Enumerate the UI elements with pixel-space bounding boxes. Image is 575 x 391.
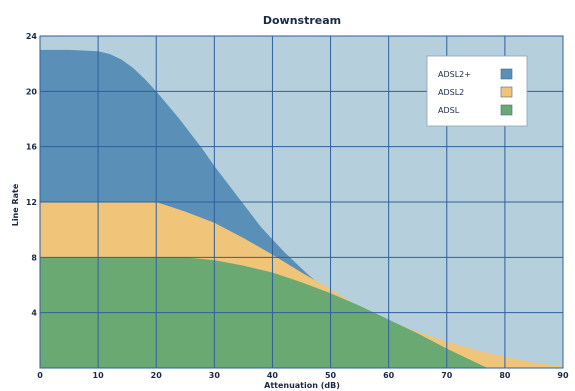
y-tick-label: 8 [31, 253, 37, 262]
legend-label: ADSL2+ [438, 70, 471, 79]
legend: ADSL2+ ADSL2 ADSL [426, 55, 528, 127]
plot-frame [39, 35, 564, 369]
x-tick-label: 70 [441, 371, 453, 380]
x-axis-label: Attenuation (dB) [264, 381, 340, 390]
legend-label: ADSL2 [438, 88, 464, 97]
tick-labels: 0 10 20 30 40 50 60 70 80 90 4 8 12 16 20 24 [26, 32, 569, 380]
legend-swatch [500, 104, 513, 116]
y-tick-label: 20 [26, 87, 38, 96]
y-tick-label: 12 [26, 198, 37, 207]
x-tick-label: 90 [557, 371, 569, 380]
y-tick-label: 24 [26, 32, 38, 41]
x-tick-label: 30 [209, 371, 221, 380]
y-tick-label: 4 [31, 309, 37, 318]
legend-label: ADSL [438, 106, 460, 115]
x-tick-label: 80 [499, 371, 511, 380]
legend-swatch [500, 86, 513, 98]
chart-title: Downstream [263, 14, 341, 27]
legend-swatch [500, 68, 513, 80]
x-tick-label: 50 [325, 371, 337, 380]
x-tick-label: 20 [151, 371, 163, 380]
y-axis-label: Line Rate [11, 183, 20, 226]
x-tick-label: 40 [267, 371, 279, 380]
y-tick-label: 16 [26, 143, 38, 152]
x-tick-label: 10 [93, 371, 105, 380]
x-tick-label: 0 [37, 371, 43, 380]
x-tick-label: 60 [383, 371, 395, 380]
